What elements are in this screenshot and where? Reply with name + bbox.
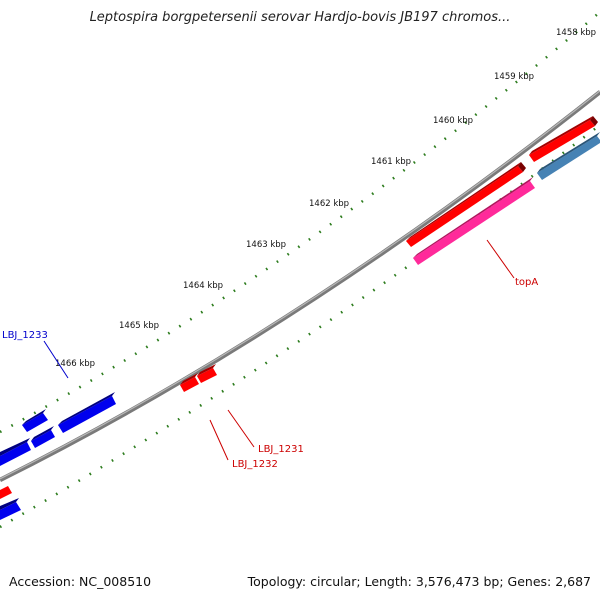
gene-topA-upper[interactable] [406,162,526,247]
kbp-label: 1459 kbp [494,72,534,82]
kbp-label: 1463 kbp [246,240,286,250]
inner-tick-track [0,123,600,529]
gene-blue-5[interactable] [0,498,21,520]
gene-blue-3[interactable] [31,426,55,448]
backbone-circle [0,90,600,483]
kbp-label: 1464 kbp [183,281,223,291]
leader-LBJ_1232 [209,419,229,461]
gene-LBJ_1232[interactable] [180,373,199,392]
gene-blue-2[interactable] [22,409,48,432]
leader-LBJ_1231 [227,409,255,448]
gene-blue-4[interactable] [0,438,31,466]
leader-topA [486,239,515,279]
gene-label-LBJ_1233[interactable]: LBJ_1233 [2,330,48,341]
leader-LBJ_1233 [43,340,69,379]
gene-label-topA[interactable]: topA [515,277,538,288]
kbp-label: 1460 kbp [433,116,473,126]
kbp-label: 1461 kbp [371,157,411,167]
kbp-labels: 1458 kbp 1459 kbp 1460 kbp 1461 kbp 1462… [55,28,596,369]
gene-pink[interactable] [413,177,535,265]
forward-genes [0,116,598,499]
gene-steel[interactable] [537,132,600,180]
pink-steel-genes [413,132,600,265]
reverse-genes [0,392,116,520]
kbp-label: 1458 kbp [556,28,596,38]
gene-label-LBJ_1231[interactable]: LBJ_1231 [258,444,304,455]
footer-accession: Accession: NC_008510 [9,574,152,589]
footer-stats: Topology: circular; Length: 3,576,473 bp… [247,574,591,589]
kbp-label: 1462 kbp [309,199,349,209]
kbp-label: 1466 kbp [55,359,95,369]
gene-label-LBJ_1232[interactable]: LBJ_1232 [232,459,278,470]
gene-red-left[interactable] [0,486,12,499]
gene-red-right[interactable] [529,116,598,162]
gene-LBJ_1233[interactable] [58,392,116,433]
kbp-label: 1465 kbp [119,321,159,331]
map-title: Leptospira borgpetersenii serovar Hardjo… [89,10,511,25]
gene-LBJ_1231[interactable] [197,364,217,383]
